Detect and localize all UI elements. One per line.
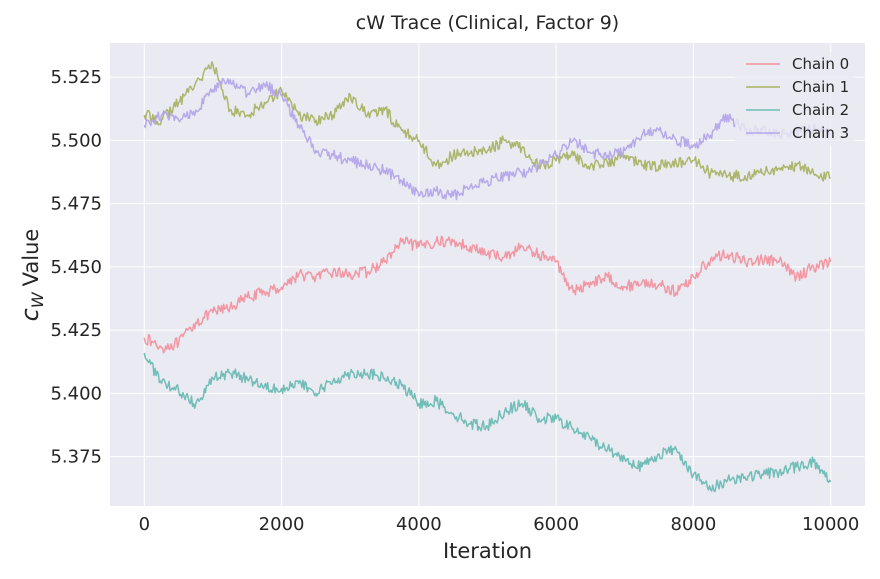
legend-label-chain-2: Chain 2 [792, 101, 849, 119]
legend-label-chain-0: Chain 0 [792, 55, 849, 73]
y-tick-label: 5.375 [50, 447, 102, 468]
y-axis-label-math: c [16, 308, 44, 321]
series-line-chain-0 [143, 235, 832, 354]
legend-label-chain-3: Chain 3 [792, 124, 849, 142]
series-line-chain-3 [143, 77, 831, 201]
x-axis-ticks: 0 2000 4000 6000 8000 10000 [139, 514, 860, 535]
y-axis-label-text: Value [19, 229, 43, 287]
y-tick-label: 5.400 [50, 383, 102, 404]
series-line-chain-1 [143, 61, 831, 183]
y-tick-label: 5.450 [50, 257, 102, 278]
legend: Chain 0 Chain 1 Chain 2 Chain 3 [735, 52, 855, 146]
x-tick-label: 6000 [533, 514, 579, 535]
y-tick-label: 5.475 [50, 194, 102, 215]
y-tick-label: 5.525 [50, 67, 102, 88]
y-axis-label-sub: W [28, 291, 47, 308]
x-tick-label: 2000 [259, 514, 305, 535]
x-axis-label: Iteration [443, 539, 532, 563]
legend-box [735, 52, 855, 146]
x-tick-label: 8000 [671, 514, 717, 535]
chart-title: cW Trace (Clinical, Factor 9) [356, 12, 619, 34]
y-tick-label: 5.500 [50, 130, 102, 151]
legend-label-chain-1: Chain 1 [792, 78, 849, 96]
x-tick-label: 4000 [396, 514, 442, 535]
grid-lines [110, 43, 865, 506]
x-tick-label: 10000 [802, 514, 859, 535]
series-line-chain-2 [143, 352, 832, 493]
x-tick-label: 0 [139, 514, 150, 535]
y-axis-label: cW Value [16, 229, 47, 322]
y-tick-label: 5.425 [50, 320, 102, 341]
y-axis-ticks: 5.375 5.400 5.425 5.450 5.475 5.500 5.525 [50, 67, 102, 468]
series-layer [143, 61, 832, 493]
